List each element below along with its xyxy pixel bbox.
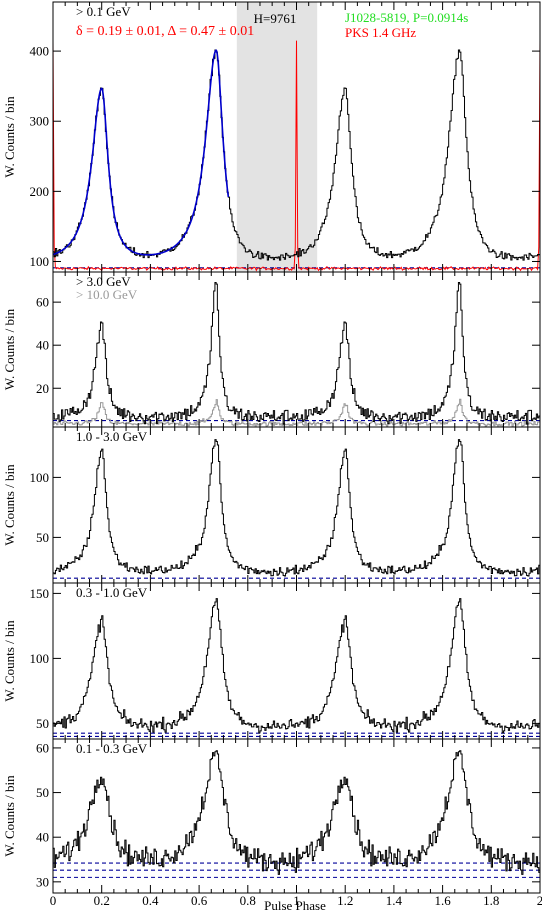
fit-parameters-label: δ = 0.19 ± 0.01, Δ = 0.47 ± 0.01	[76, 24, 254, 39]
x-axis-label: Pulse Phase	[264, 898, 326, 913]
y-axis-label: W. Counts / bin	[2, 96, 17, 178]
x-tick-label: 1.6	[434, 893, 451, 908]
panel-1: 100 200 300 400 W. Counts / bin > 0.1 GeV δ = …	[2, 1, 541, 273]
x-tick-label: 1.2	[337, 893, 353, 908]
gamma-profile-histogram	[53, 439, 540, 577]
energy-label: 1.0 - 3.0 GeV	[76, 429, 148, 444]
y-tick-label: 40	[36, 830, 49, 845]
energy-label: > 3.0 GeV	[76, 274, 131, 289]
y-axis-label: W. Counts / bin	[2, 775, 17, 857]
x-tick-label: 2	[537, 893, 542, 908]
y-axis-label: W. Counts / bin	[2, 308, 17, 390]
x-tick-label: 0.4	[142, 893, 159, 908]
energy-label: > 0.1 GeV	[76, 4, 131, 19]
y-tick-label: 100	[30, 470, 50, 485]
y-tick-label: 30	[36, 874, 49, 889]
y-tick-label: 200	[30, 184, 50, 199]
y-tick-label: 50	[36, 716, 49, 731]
y-tick-label: 50	[36, 785, 49, 800]
y-tick-label: 40	[36, 338, 49, 353]
y-tick-label: 100	[30, 651, 50, 666]
offpulse-region	[236, 2, 318, 272]
gamma-profile-histogram	[53, 750, 540, 875]
y-tick-label: 100	[30, 254, 50, 269]
y-tick-label: 400	[30, 44, 50, 59]
y-tick-label: 20	[36, 381, 49, 396]
gamma-profile-histogram	[53, 49, 540, 261]
x-tick-label: 0	[50, 893, 57, 908]
gamma-profile-histogram	[53, 282, 540, 425]
panel-2: 20 40 60 W. Counts / bin > 3.0 GeV> 10.0 GeV	[2, 271, 541, 428]
y-axis-label: W. Counts / bin	[2, 620, 17, 702]
y-tick-label: 60	[36, 295, 49, 310]
h-test-label: H=9761	[254, 11, 297, 26]
x-tick-label: 0.8	[240, 893, 256, 908]
x-tick-label: 0.6	[191, 893, 208, 908]
x-tick-label: 0.2	[94, 893, 110, 908]
gamma-profile-histogram	[53, 598, 540, 734]
energy-label: 0.3 - 1.0 GeV	[76, 585, 148, 600]
radio-label: PKS 1.4 GHz	[345, 25, 416, 40]
panel-5: 30 40 50 60 0 0.2 0.4 0.6 0.8 1 1.2 1.4 1.6 1.8 2 W. Co…	[2, 738, 542, 908]
radio-profile-line	[52, 40, 541, 272]
source-label: J1028-5819, P=0.0914s	[345, 10, 468, 25]
panel-4: 50 100 150 W. Counts / bin 0.3 - 1.0 GeV	[2, 582, 541, 740]
x-tick-label: 1	[293, 893, 300, 908]
y-tick-label: 150	[30, 586, 50, 601]
y-tick-label: 300	[30, 114, 50, 129]
y-axis-label: W. Counts / bin	[2, 464, 17, 546]
energy-label: 0.1 - 0.3 GeV	[76, 741, 148, 756]
x-tick-label: 1.8	[483, 893, 499, 908]
model-fit-curve	[52, 49, 230, 256]
y-tick-label: 60	[36, 740, 49, 755]
x-tick-label: 1.4	[386, 893, 403, 908]
secondary-energy-label: > 10.0 GeV	[76, 287, 138, 302]
y-tick-label: 50	[36, 530, 49, 545]
